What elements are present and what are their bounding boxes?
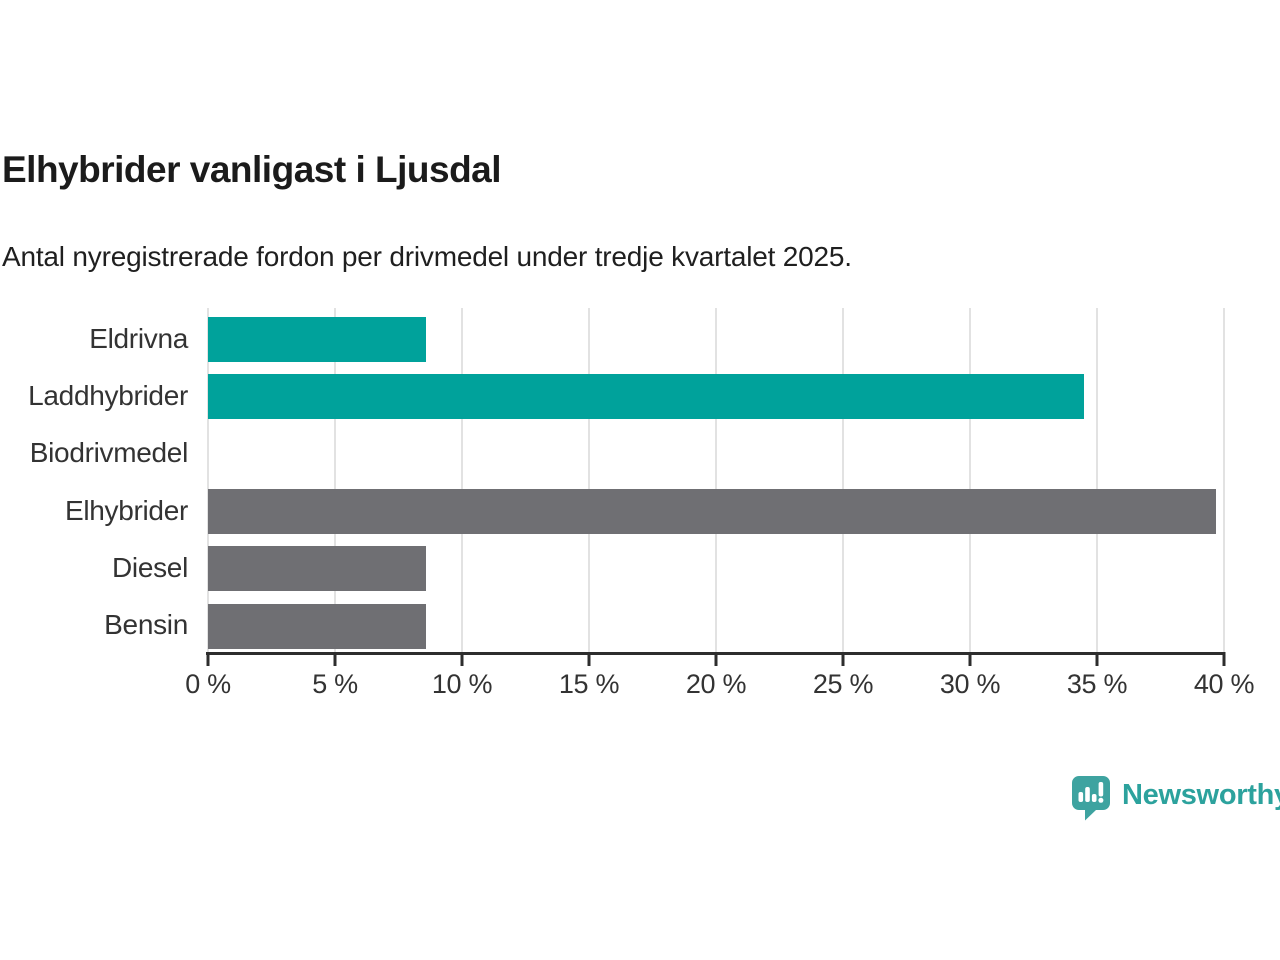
bar-row-bensin [208, 595, 1224, 652]
tick-mark [841, 652, 845, 666]
newsworthy-logo-text: Newsworthy [1122, 778, 1280, 811]
bar-elhybrider [208, 488, 1217, 534]
tick-label: 25 % [812, 669, 874, 699]
newsworthy-speech-bubble-bar-chart-icon [1072, 776, 1110, 821]
gridline-30 [969, 308, 971, 652]
tick-mark [587, 652, 591, 666]
tick-label: 20 % [685, 669, 747, 699]
tick-mark [333, 652, 337, 666]
tick-label: 15 % [558, 669, 620, 699]
category-label-bensin: Bensin [104, 609, 188, 641]
category-label-elhybrider: Elhybrider [64, 494, 188, 526]
category-label-laddhybrider: Laddhybrider [28, 379, 188, 411]
bar-rows [208, 308, 1224, 652]
gridline-5 [334, 308, 336, 652]
bar-laddhybrider [208, 374, 1085, 420]
category-axis-labels: Eldrivna Laddhybrider Biodrivmedel Elhyb… [0, 308, 188, 652]
tick-label: 40 % [1193, 669, 1255, 699]
newsworthy-logo: Newsworthy [1072, 776, 1280, 821]
tick-label: 0 % [185, 669, 231, 699]
tick-label: 30 % [939, 669, 1001, 699]
x-axis-ticks: 0 % 5 % 10 % 15 % 20 % 25 % 30 % 35 % [185, 652, 1254, 702]
tick-label: 5 % [312, 669, 358, 699]
tick-label: 35 % [1066, 669, 1128, 699]
tick-mark [206, 652, 210, 666]
gridline-0 [207, 308, 209, 652]
tick-mark [714, 652, 718, 666]
gridline-25 [842, 308, 844, 652]
gridline-20 [715, 308, 717, 652]
gridline-40 [1223, 308, 1225, 652]
gridline-15 [588, 308, 590, 652]
category-label-eldrivna: Eldrivna [89, 322, 188, 354]
tick-mark [1222, 652, 1226, 666]
plot-area [207, 308, 1225, 652]
tick-label: 10 % [431, 669, 493, 699]
bar-diesel [208, 546, 427, 592]
chart-title: Elhybrider vanligast i Ljusdal [2, 149, 502, 190]
category-label-diesel: Diesel [111, 551, 188, 583]
bar-row-diesel [208, 537, 1224, 594]
category-label-biodrivmedel: Biodrivmedel [29, 437, 189, 469]
tick-mark [1095, 652, 1099, 666]
tick-mark [460, 652, 464, 666]
bar-row-elhybrider [208, 480, 1224, 537]
bar-row-laddhybrider [208, 365, 1224, 422]
bar-row-biodrivmedel [208, 423, 1224, 480]
gridline-10 [461, 308, 463, 652]
bar-eldrivna [208, 317, 427, 362]
bar-bensin [208, 603, 427, 649]
tick-mark [968, 652, 972, 666]
bar-row-eldrivna [208, 308, 1224, 365]
gridline-35 [1096, 308, 1098, 652]
chart-subtitle: Antal nyregistrerade fordon per drivmede… [2, 241, 852, 272]
